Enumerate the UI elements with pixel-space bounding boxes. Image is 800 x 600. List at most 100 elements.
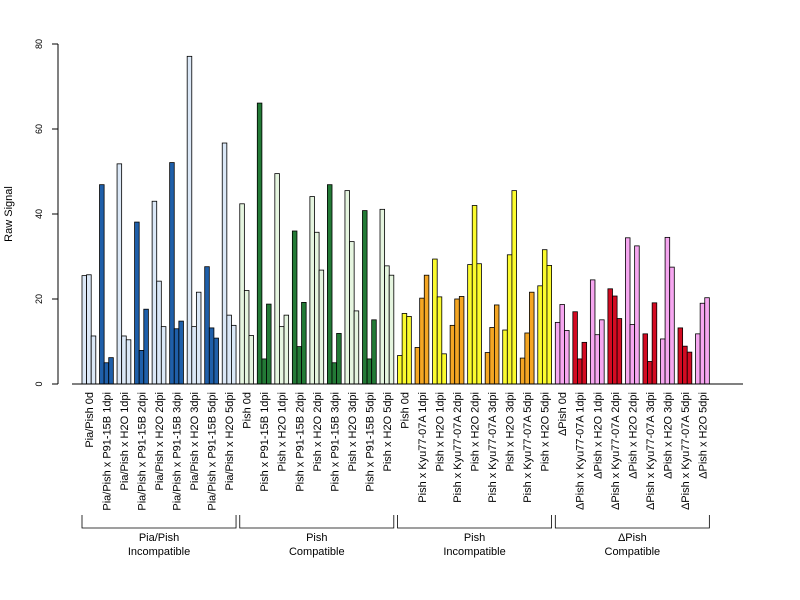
category-label: Pish x H2O 1dpi bbox=[435, 392, 447, 471]
bar bbox=[577, 358, 583, 385]
bar bbox=[554, 321, 561, 385]
bar bbox=[529, 291, 535, 385]
bar bbox=[449, 324, 456, 385]
bar bbox=[178, 320, 184, 385]
category-label: Pish x P91-15B 2dpi bbox=[294, 392, 306, 492]
group-label-line2: Compatible bbox=[289, 546, 345, 558]
bar bbox=[125, 339, 132, 385]
bar bbox=[559, 304, 565, 385]
category-label: ΔPish x H2O 1dpi bbox=[592, 392, 604, 479]
bar bbox=[379, 208, 386, 385]
bar bbox=[704, 297, 710, 385]
bar bbox=[248, 335, 254, 385]
bar bbox=[331, 362, 338, 385]
category-label: Pish x H2O 5dpi bbox=[540, 392, 552, 471]
bar bbox=[406, 316, 412, 385]
category-label: Pish x P91-15B 1dpi bbox=[259, 392, 271, 492]
bar bbox=[414, 347, 421, 385]
bar bbox=[634, 245, 640, 385]
y-tick-label: 20 bbox=[34, 294, 44, 304]
bar bbox=[502, 329, 508, 385]
bar bbox=[291, 230, 298, 385]
category-label: Pish x P91-15B 5dpi bbox=[364, 392, 376, 492]
group-label-line2: Compatible bbox=[605, 546, 661, 558]
category-label: Pish x Kyu77-07A 5dpi bbox=[522, 392, 534, 503]
bar bbox=[660, 338, 666, 385]
bar bbox=[682, 345, 688, 385]
bar bbox=[441, 353, 447, 385]
bar bbox=[344, 190, 350, 385]
group-bracket bbox=[239, 515, 395, 529]
group-label-line1: Pia/Pish bbox=[139, 532, 179, 544]
y-tick-label: 60 bbox=[34, 124, 44, 134]
bar bbox=[599, 319, 605, 385]
bar bbox=[195, 291, 202, 385]
category-label: Pia/Pish x H2O 5dpi bbox=[224, 392, 236, 490]
category-label: Pish x Kyu77-07A 2dpi bbox=[452, 392, 464, 503]
bar bbox=[669, 266, 675, 385]
bar bbox=[336, 333, 342, 385]
bar bbox=[266, 303, 272, 385]
category-label: ΔPish x H2O 5dpi bbox=[697, 392, 709, 479]
group-brackets: Pia/Pish Incompatible Pish Compatible Pish In… bbox=[81, 515, 710, 558]
category-label: Pish x P91-15B 3dpi bbox=[329, 392, 341, 492]
category-label: Pish x H2O 2dpi bbox=[312, 392, 324, 471]
bar bbox=[471, 205, 478, 385]
category-label: Pish x Kyu77-07A 3dpi bbox=[487, 392, 499, 503]
bar bbox=[301, 301, 307, 385]
bar bbox=[261, 358, 267, 385]
bar bbox=[362, 210, 368, 385]
bar bbox=[699, 302, 706, 385]
bar bbox=[467, 264, 473, 385]
bar bbox=[388, 274, 395, 385]
bar bbox=[572, 311, 578, 385]
y-tick-label: 40 bbox=[34, 209, 44, 219]
bar bbox=[81, 275, 87, 385]
bar bbox=[99, 184, 105, 385]
bar bbox=[581, 341, 588, 385]
category-label: ΔPish x Kyu77-07A 1dpi bbox=[575, 392, 587, 510]
category-label: Pia/Pish 0d bbox=[84, 392, 96, 448]
bar bbox=[625, 237, 631, 385]
bar bbox=[309, 196, 315, 385]
category-label: Pia/Pish x H2O 2dpi bbox=[154, 392, 166, 490]
bar bbox=[318, 269, 325, 385]
category-label: Pish x H2O 1dpi bbox=[277, 392, 289, 471]
group-label-line1: Pish bbox=[306, 532, 327, 544]
bar bbox=[664, 236, 671, 385]
bar bbox=[366, 358, 373, 385]
category-label: ΔPish x Kyu77-07A 5dpi bbox=[680, 392, 692, 510]
category-label: ΔPish 0d bbox=[557, 392, 569, 436]
bar bbox=[695, 333, 701, 385]
bar bbox=[349, 241, 355, 385]
category-label: Pish x H2O 3dpi bbox=[505, 392, 517, 471]
bar bbox=[537, 285, 543, 385]
bar bbox=[274, 173, 280, 385]
bar bbox=[208, 327, 215, 385]
bar bbox=[642, 333, 648, 385]
bar bbox=[454, 298, 460, 385]
bar bbox=[489, 327, 495, 385]
bar bbox=[423, 274, 430, 385]
category-label: Pish x H2O 3dpi bbox=[347, 392, 359, 471]
bar bbox=[629, 324, 636, 385]
bar bbox=[169, 162, 175, 385]
category-label: Pish 0d bbox=[242, 392, 254, 429]
bar bbox=[86, 274, 92, 385]
bar bbox=[116, 163, 123, 385]
bar bbox=[401, 313, 408, 385]
group-label-line1: Pish bbox=[464, 532, 485, 544]
bar bbox=[353, 310, 360, 385]
bar bbox=[371, 319, 377, 385]
category-label: ΔPish x H2O 2dpi bbox=[627, 392, 639, 479]
category-labels: Pia/Pish 0d Pia/Pish x P91-15B 1dpi Pia/Pi… bbox=[84, 392, 710, 511]
bar bbox=[191, 326, 197, 385]
category-label: Pia/Pish x H2O 3dpi bbox=[189, 392, 201, 490]
bar bbox=[612, 295, 618, 385]
bar bbox=[616, 318, 623, 385]
group-bracket bbox=[397, 515, 552, 529]
bar bbox=[484, 352, 491, 385]
bar bbox=[436, 296, 443, 385]
bar bbox=[204, 266, 210, 385]
